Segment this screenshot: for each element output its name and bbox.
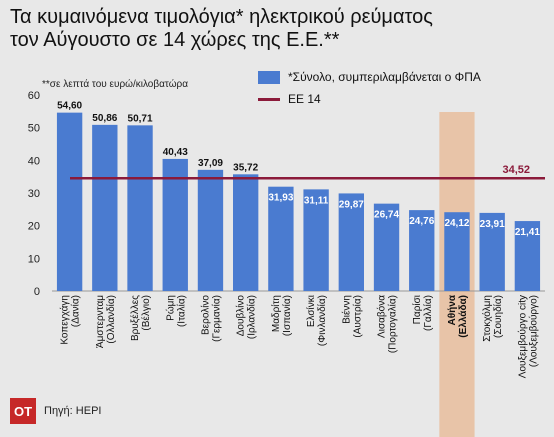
data-label: 29,87: [339, 199, 364, 210]
category-label: Βερολίνο(Γερμανία): [199, 295, 222, 342]
category-label: Λουξεμβούργο city(Λουξεμβούργο): [516, 295, 539, 378]
category-label: Ελσίνκι(Φινλανδία): [305, 295, 328, 346]
data-label: 21,41: [515, 227, 540, 238]
legend-item-line: ΕΕ 14: [258, 92, 321, 106]
y-tick-label: 30: [28, 188, 40, 200]
bar: [303, 189, 329, 291]
category-label: Βιέννη(Αυστρία): [340, 295, 363, 338]
category-label: Κοπεγχάγη(Δανία): [59, 295, 82, 345]
category-label: Βρυξέλλες(Βέλγιο): [129, 295, 152, 341]
data-label: 24,12: [444, 218, 469, 229]
category-label: Μαδρίτη(Ισπανία): [270, 295, 293, 336]
y-tick-label: 0: [34, 286, 40, 298]
category-label: Δουβλίνο(Ιρλανδία): [235, 295, 258, 340]
y-tick-label: 40: [28, 155, 40, 167]
bar: [514, 221, 541, 291]
data-label: 31,93: [268, 193, 293, 204]
data-label: 26,74: [374, 210, 399, 221]
title-line-1: Τα κυμαινόμενα τιμολόγια* ηλεκτρικού ρεύ…: [10, 6, 433, 28]
legend-line-swatch: [258, 97, 280, 101]
data-label: 54,60: [57, 101, 82, 112]
legend-item-bars: *Σύνολο, συμπεριλαμβάνεται ο ΦΠΑ: [258, 70, 481, 84]
y-tick-label: 60: [28, 90, 40, 102]
bar: [479, 212, 505, 291]
bar: [56, 112, 83, 291]
y-tick-label: 10: [28, 253, 40, 265]
chart-title: Τα κυμαινόμενα τιμολόγια* ηλεκτρικού ρεύ…: [10, 6, 550, 52]
data-label: 50,71: [128, 113, 153, 124]
data-label: 40,43: [163, 147, 188, 158]
bar: [444, 212, 470, 291]
category-label: Ρώμη(Ιταλία): [164, 295, 187, 327]
bar: [127, 125, 153, 291]
y-tick-label: 20: [28, 221, 40, 233]
bar: [409, 210, 435, 291]
bar: [92, 124, 118, 291]
bar: [233, 174, 259, 291]
source-text: Πηγή: HEPI: [44, 405, 102, 417]
bar: [197, 169, 224, 291]
category-label: Λισαβόνα(Πορτογαλία): [376, 295, 399, 353]
category-label: Αθήνα(Ελλάδα): [447, 294, 469, 338]
data-label: 35,72: [233, 162, 258, 173]
category-label: Άμστερνταμ(Ολλανδία): [95, 295, 117, 348]
data-label: 23,91: [480, 219, 505, 230]
units-note: **σε λεπτά του ευρώ/κιλοβατώρα: [42, 79, 188, 90]
legend-line-label: ΕΕ 14: [288, 92, 321, 106]
data-label: 24,76: [409, 216, 434, 227]
bar: [373, 203, 400, 291]
data-label: 37,09: [198, 158, 223, 169]
reference-line-label: 34,52: [502, 164, 530, 176]
y-tick-label: 50: [28, 123, 40, 135]
legend-bar-label: *Σύνολο, συμπεριλαμβάνεται ο ΦΠΑ: [288, 70, 481, 84]
bar: [268, 186, 294, 291]
legend-bar-swatch: [258, 70, 280, 84]
data-label: 50,86: [92, 113, 117, 124]
category-label: Στοκχόλμη(Σουηδία): [481, 295, 504, 342]
bar: [338, 193, 364, 291]
title-line-2: τον Αύγουστο σε 14 χώρες της Ε.Ε.**: [10, 29, 340, 51]
bar: [162, 158, 188, 291]
logo: OT: [10, 398, 36, 424]
data-label: 31,11: [304, 195, 329, 206]
category-label: Παρίσι(Γαλλία): [411, 295, 434, 331]
